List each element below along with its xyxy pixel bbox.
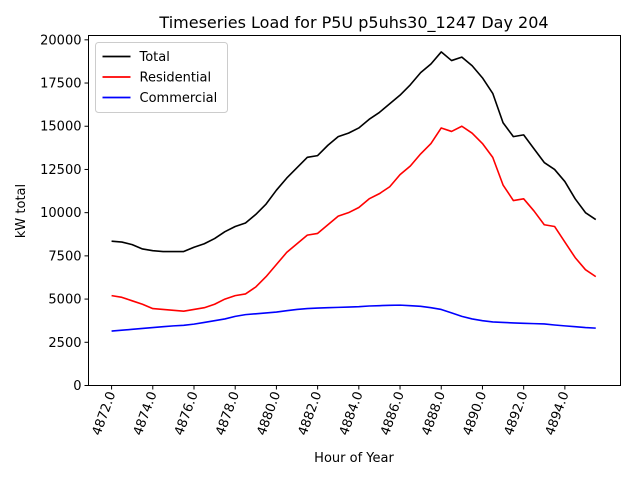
- legend-box: [95, 42, 228, 113]
- chart-title: Timeseries Load for P5U p5uhs30_1247 Day…: [158, 13, 548, 33]
- series-line-total: [111, 51, 597, 253]
- y-tick-label: 2500: [48, 336, 81, 351]
- series-line-commercial: [111, 304, 596, 332]
- y-tick-label: 7500: [48, 249, 81, 264]
- y-tick-label: 0: [73, 379, 81, 394]
- x-axis-label: Hour of Year: [314, 451, 394, 466]
- y-tick-label: 15000: [40, 120, 81, 135]
- y-tick-label: 5000: [48, 293, 81, 308]
- legend-label-residential: Residential: [140, 71, 212, 86]
- y-tick-label: 20000: [40, 33, 81, 48]
- y-axis-label: kW total: [14, 184, 29, 238]
- legend-label-commercial: Commercial: [140, 91, 218, 106]
- y-tick-label: 17500: [40, 77, 81, 92]
- y-tick-label: 12500: [40, 163, 81, 178]
- plot-frame: [88, 35, 621, 386]
- series-line-residential: [111, 125, 597, 312]
- legend: Total Residential Commercial: [95, 42, 228, 113]
- y-tick-label: 10000: [40, 206, 81, 221]
- legend-label-total: Total: [139, 50, 170, 65]
